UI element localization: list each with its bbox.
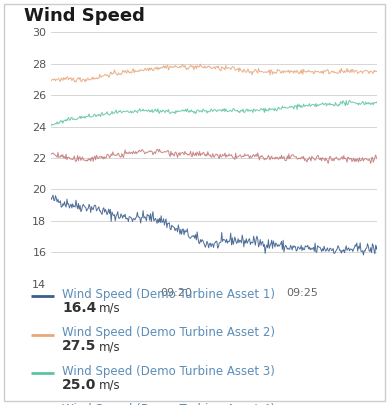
Text: m/s: m/s [98, 302, 120, 315]
Text: m/s: m/s [98, 340, 120, 353]
Text: Wind Speed (Demo Turbine Asset 1): Wind Speed (Demo Turbine Asset 1) [62, 288, 275, 301]
Text: Wind Speed (Demo Turbine Asset 4): Wind Speed (Demo Turbine Asset 4) [62, 403, 275, 405]
Text: 16.4: 16.4 [62, 301, 96, 315]
Text: Wind Speed (Demo Turbine Asset 2): Wind Speed (Demo Turbine Asset 2) [62, 326, 275, 339]
Text: 27.5: 27.5 [62, 339, 96, 353]
Text: 25.0: 25.0 [62, 378, 96, 392]
Text: m/s: m/s [98, 379, 120, 392]
Text: Wind Speed: Wind Speed [25, 7, 145, 25]
Text: Wind Speed (Demo Turbine Asset 3): Wind Speed (Demo Turbine Asset 3) [62, 364, 275, 377]
